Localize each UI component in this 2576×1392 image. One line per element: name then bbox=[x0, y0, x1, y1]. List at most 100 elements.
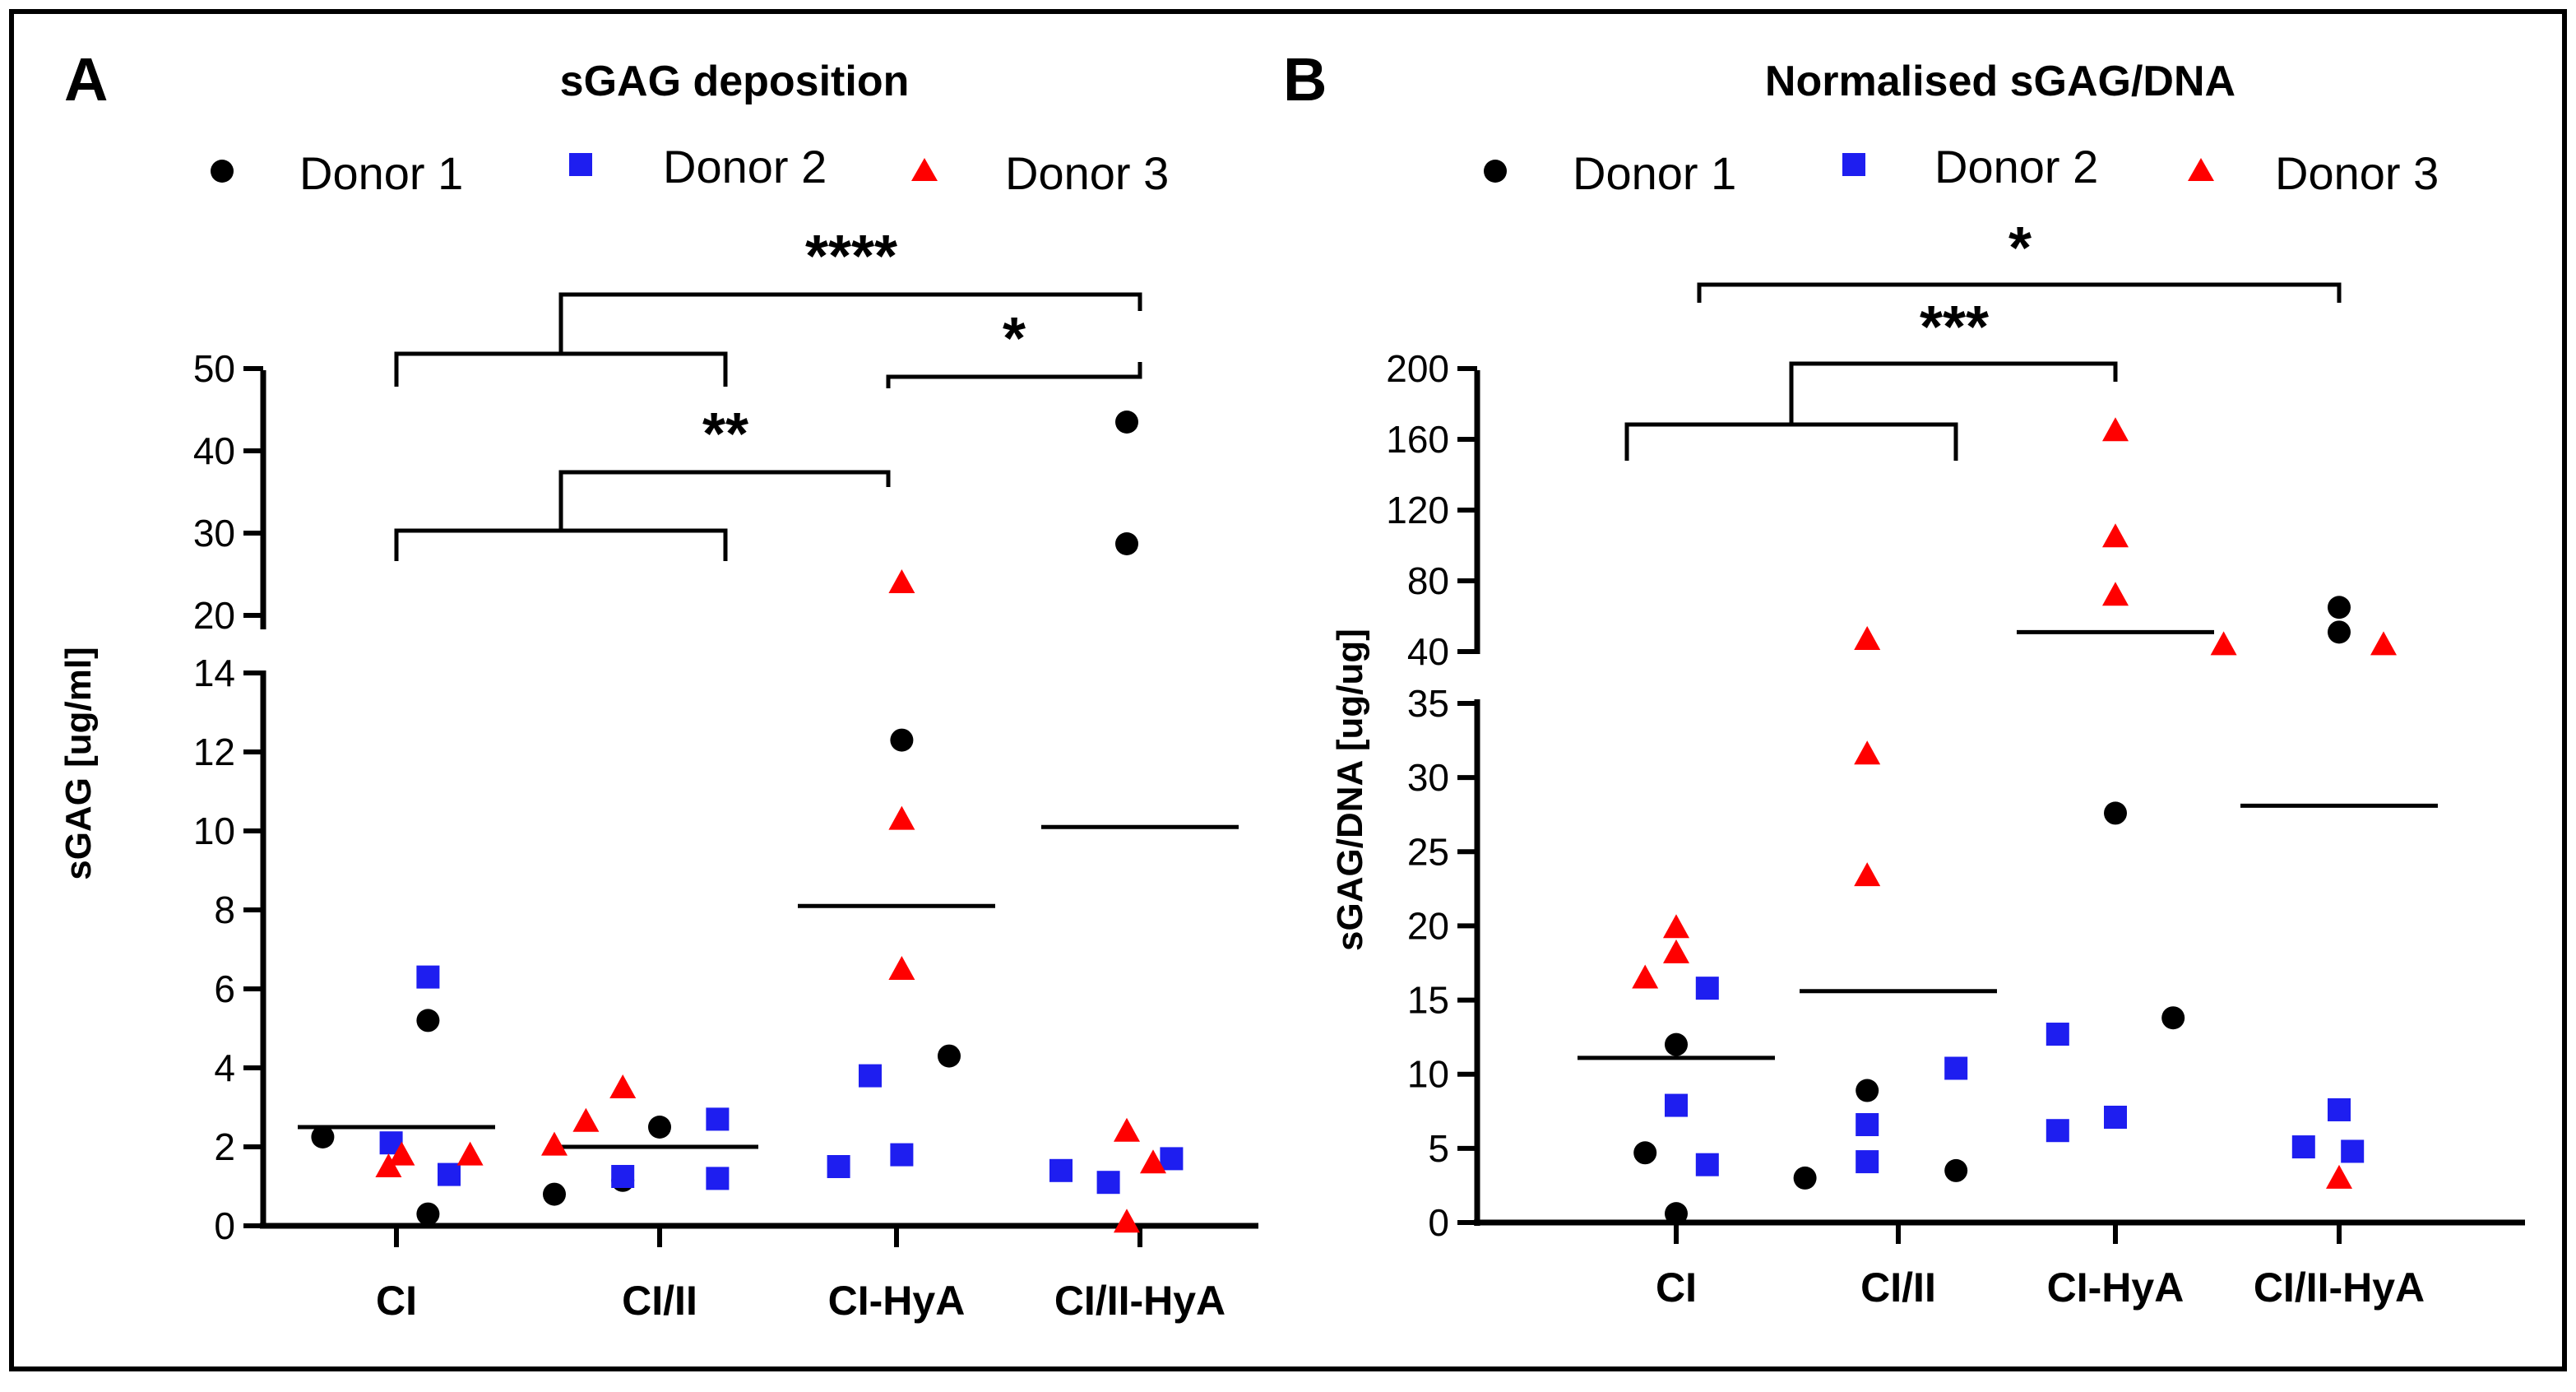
point-donor2 bbox=[611, 1165, 635, 1188]
ytick-label: 6 bbox=[214, 967, 235, 1010]
ytick-label: 80 bbox=[1407, 559, 1449, 602]
point-donor1 bbox=[2104, 801, 2127, 825]
point-donor3 bbox=[2210, 631, 2237, 656]
point-donor2 bbox=[706, 1167, 730, 1190]
point-donor2 bbox=[438, 1162, 461, 1186]
legend-b-donor3-marker bbox=[2188, 158, 2214, 181]
point-donor3 bbox=[609, 1074, 637, 1098]
point-donor2 bbox=[416, 965, 440, 989]
point-donor1 bbox=[1633, 1141, 1657, 1165]
legend-a-donor1-label: Donor 1 bbox=[299, 147, 463, 199]
point-donor3 bbox=[1114, 1117, 1140, 1142]
panel-a-label: A bbox=[64, 45, 108, 114]
ytick-label: 5 bbox=[1428, 1127, 1449, 1170]
xtick-label: CI/II bbox=[1860, 1264, 1936, 1311]
point-donor2 bbox=[859, 1064, 882, 1088]
point-donor1 bbox=[1665, 1202, 1688, 1226]
ytick-label: 30 bbox=[193, 512, 235, 554]
point-donor3 bbox=[1114, 1209, 1140, 1233]
panel-a-ylabel: sGAG [ug/ml] bbox=[58, 647, 99, 880]
ytick-label: 20 bbox=[1407, 904, 1449, 947]
figure-border bbox=[9, 9, 2567, 1371]
point-donor2 bbox=[2046, 1023, 2069, 1046]
point-donor3 bbox=[388, 1141, 415, 1166]
xtick-label: CI/II bbox=[622, 1278, 697, 1324]
legend-b-donor1-marker bbox=[1484, 160, 1507, 183]
legend-b-donor1-label: Donor 1 bbox=[1573, 147, 1736, 199]
ytick-label: 120 bbox=[1386, 489, 1449, 531]
point-donor3 bbox=[1854, 625, 1881, 650]
point-donor2 bbox=[1944, 1056, 1968, 1080]
point-donor2 bbox=[1665, 1093, 1688, 1117]
point-donor3 bbox=[541, 1131, 568, 1156]
point-donor3 bbox=[1663, 939, 1689, 963]
legend-a-donor3-label: Donor 3 bbox=[1005, 147, 1169, 199]
ytick-label: 15 bbox=[1407, 979, 1449, 1022]
point-donor2 bbox=[1160, 1147, 1184, 1171]
panel-b-axes: 0 5 10 15 20 25 30 35 40 80 120 160 200 CI CI/II CI-Hy… bbox=[1386, 347, 2525, 1311]
xtick-label: CI/II-HyA bbox=[1054, 1278, 1225, 1324]
panel-b: B Normalised sGAG/DNA Donor 1 Donor 2 Do… bbox=[1283, 45, 2525, 1311]
panel-b-ylabel: sGAG/DNA [ug/ug] bbox=[1330, 629, 1370, 951]
point-donor1 bbox=[2161, 1006, 2185, 1030]
point-donor3 bbox=[456, 1141, 484, 1166]
sig-a-label-four: **** bbox=[805, 224, 897, 290]
ytick-label: 2 bbox=[214, 1125, 235, 1168]
point-donor1 bbox=[648, 1116, 671, 1139]
point-donor3 bbox=[2102, 523, 2129, 548]
legend-b-donor2-marker bbox=[1842, 153, 1865, 176]
legend-a-donor1-marker bbox=[211, 160, 234, 183]
legend-a-donor2-marker bbox=[569, 153, 592, 176]
point-donor2 bbox=[1856, 1150, 1879, 1174]
panel-a-significance: **** * ** bbox=[394, 224, 1142, 561]
panel-b-xticks: CI CI/II CI-HyA CI/II-HyA bbox=[1656, 1223, 2425, 1311]
panel-b-significance: * *** bbox=[1624, 216, 2342, 461]
legend-b-donor3-label: Donor 3 bbox=[2275, 147, 2439, 199]
point-donor1 bbox=[1115, 411, 1138, 434]
ytick-label: 0 bbox=[214, 1204, 235, 1247]
point-donor2 bbox=[1695, 977, 1719, 1000]
xtick-label: CI bbox=[376, 1278, 417, 1324]
sig-a-label-one: * bbox=[1003, 306, 1026, 372]
point-donor3 bbox=[888, 805, 915, 830]
xtick-label: CI-HyA bbox=[828, 1278, 966, 1324]
point-donor3 bbox=[2370, 631, 2397, 656]
ytick-label: 40 bbox=[193, 429, 235, 472]
point-donor3 bbox=[1632, 964, 1659, 989]
point-donor3 bbox=[375, 1153, 402, 1177]
point-donor2 bbox=[827, 1155, 850, 1178]
sig-b-bracket-wide bbox=[1697, 282, 2342, 303]
point-donor2 bbox=[706, 1107, 730, 1131]
ytick-label: 35 bbox=[1407, 682, 1449, 725]
point-donor3 bbox=[2326, 1164, 2352, 1189]
sig-b-label-one: * bbox=[2008, 216, 2032, 281]
panel-a-xticks: CI CI/II CI-HyA CI/II-HyA bbox=[376, 1226, 1225, 1324]
point-donor2 bbox=[1695, 1153, 1719, 1176]
point-donor3 bbox=[888, 956, 915, 980]
panel-a-medians bbox=[298, 824, 1239, 1149]
panel-b-label: B bbox=[1283, 45, 1327, 114]
sig-a-bracket-top bbox=[558, 292, 1142, 354]
ytick-label: 12 bbox=[193, 731, 235, 773]
sig-b-label-three: *** bbox=[1920, 295, 1989, 360]
panel-b-yticks: 0 5 10 15 20 25 30 35 40 80 120 160 200 bbox=[1386, 347, 1477, 1244]
legend-a-donor3-marker bbox=[911, 158, 938, 181]
point-donor1 bbox=[1115, 532, 1138, 555]
panel-b-points bbox=[1632, 417, 2397, 1226]
panel-a: A sGAG deposition Donor 1 Donor 2 Donor … bbox=[58, 45, 1258, 1324]
ytick-label: 10 bbox=[1407, 1053, 1449, 1096]
point-donor2 bbox=[890, 1143, 914, 1167]
ytick-label: 4 bbox=[214, 1046, 235, 1089]
point-donor1 bbox=[416, 1009, 440, 1032]
ytick-label: 200 bbox=[1386, 347, 1449, 390]
panel-a-legend: Donor 1 Donor 2 Donor 3 bbox=[211, 141, 1169, 199]
ytick-label: 40 bbox=[1407, 630, 1449, 673]
xtick-label: CI/II-HyA bbox=[2254, 1264, 2425, 1311]
ytick-label: 10 bbox=[193, 810, 235, 852]
panel-b-title: Normalised sGAG/DNA bbox=[1765, 58, 2235, 105]
point-donor1 bbox=[1856, 1079, 1879, 1102]
ytick-label: 0 bbox=[1428, 1201, 1449, 1244]
ytick-label: 20 bbox=[193, 594, 235, 637]
point-donor2 bbox=[2341, 1139, 2365, 1163]
